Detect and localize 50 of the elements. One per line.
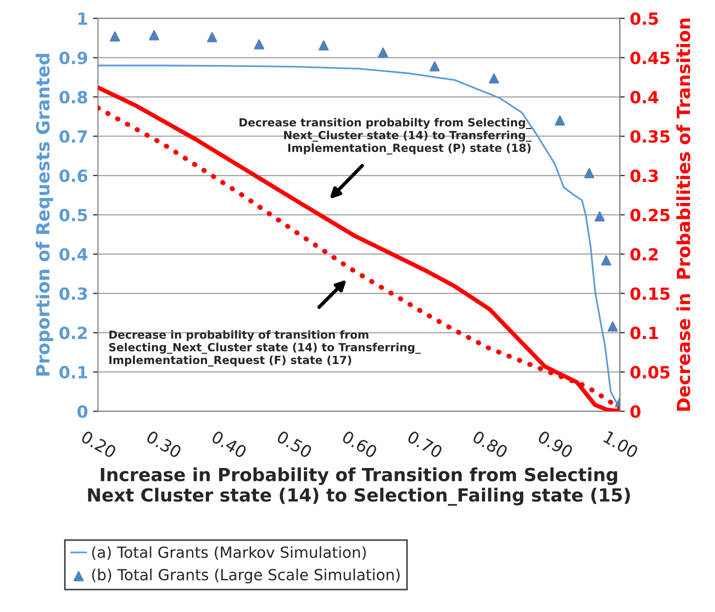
y2-tick-label: 0.5 <box>630 12 658 25</box>
y2-axis-title: Decrease in Probabilities of Transition <box>676 18 690 411</box>
y-tick-label: 0.2 <box>60 326 87 340</box>
point <box>110 31 120 42</box>
y2-tick-label: 0 <box>630 405 640 418</box>
x-tick-label: 0.90 <box>537 430 574 458</box>
point <box>430 61 440 72</box>
y2-tick-label: 0.05 <box>630 366 670 379</box>
y2-tick-label: 0.45 <box>630 52 670 64</box>
y2-tick-label: 0.2 <box>630 248 658 261</box>
x-tick-label: 0.50 <box>276 430 313 458</box>
point <box>601 255 612 266</box>
point <box>554 115 565 126</box>
legend-label: (a) Total Grants (Markov Simulation) <box>92 546 366 560</box>
y2-tick-label: 0.3 <box>630 169 658 182</box>
y2-tick-label: 0.4 <box>630 90 658 104</box>
annotation: Decrease in probability of transition from Selecting_Next_Cluster state (14) to Transferring_ Implementation_Request (F) state (17) <box>109 330 421 367</box>
y-tick-label: 0.7 <box>60 130 87 143</box>
x-tick-label: 0.20 <box>80 430 117 458</box>
point <box>594 211 605 222</box>
y2-tick-label: 0.25 <box>630 208 670 222</box>
y2-tick-label: 0.15 <box>630 287 670 300</box>
y-tick-label: 0.8 <box>60 90 88 104</box>
y2-tick-label: 0.1 <box>630 326 658 340</box>
x-tick-label: 0.60 <box>341 430 378 458</box>
y-tick-label: 0.4 <box>60 248 88 261</box>
y-tick-label: 0.9 <box>60 52 88 64</box>
y-axis-title: Proportion of Requests Granted <box>36 54 54 376</box>
x-tick-label: 0.80 <box>472 430 508 458</box>
x-tick-label: 0.40 <box>210 430 248 458</box>
x-tick-label: 0.30 <box>146 430 182 458</box>
y-tick-label: 0.3 <box>60 287 87 300</box>
point <box>584 168 594 178</box>
point <box>488 73 500 84</box>
y2-tick-label: 0.35 <box>630 130 670 143</box>
point <box>148 30 160 40</box>
x-tick-label: 0.70 <box>406 430 444 458</box>
point <box>254 39 264 50</box>
x-axis-title: Increase in Probability of Transition from Selecting Next Cluster state (14) to Selection_Failing state (15) <box>88 467 630 506</box>
y-tick-label: 0.5 <box>60 208 88 222</box>
x-tick-label: 1.00 <box>603 430 639 458</box>
point <box>318 40 329 51</box>
point <box>608 321 618 332</box>
y-tick-label: 0 <box>77 405 88 418</box>
y-tick-label: 0.6 <box>60 169 88 182</box>
y-tick-label: 1 <box>78 12 88 25</box>
point <box>378 47 388 58</box>
legend-label: (b) Total Grants (Large Scale Simulation) <box>92 568 400 584</box>
point <box>207 32 218 42</box>
y-tick-label: 0.1 <box>60 366 88 379</box>
